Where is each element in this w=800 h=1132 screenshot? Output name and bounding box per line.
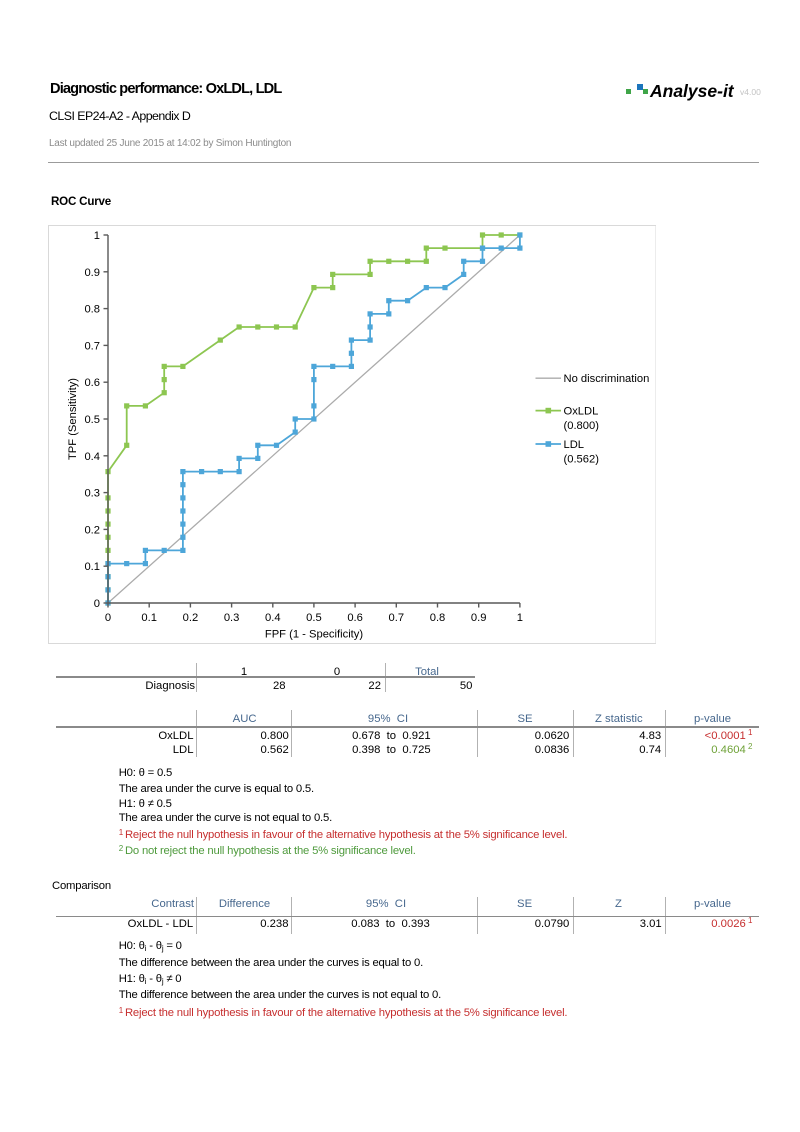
svg-text:0.4: 0.4 [84,451,100,463]
svg-text:0.8: 0.8 [84,304,100,316]
svg-text:0.3: 0.3 [223,612,239,624]
svg-text:0: 0 [104,612,110,624]
svg-text:0.2: 0.2 [84,524,100,536]
svg-text:0.8: 0.8 [429,612,445,624]
svg-text:0.9: 0.9 [84,267,100,279]
svg-text:LDL: LDL [563,439,584,451]
svg-text:0.6: 0.6 [347,612,363,624]
svg-text:0.5: 0.5 [306,612,322,624]
svg-text:TPF (Sensitivity): TPF (Sensitivity) [67,378,79,460]
svg-text:0.3: 0.3 [84,488,100,500]
svg-text:FPF (1 - Specificity): FPF (1 - Specificity) [264,629,362,641]
svg-text:1: 1 [93,230,99,242]
svg-text:0.5: 0.5 [84,414,100,426]
svg-text:0.1: 0.1 [141,612,157,624]
svg-text:(0.800): (0.800) [563,420,599,432]
svg-text:0: 0 [93,598,99,610]
svg-text:0.9: 0.9 [470,612,486,624]
svg-text:0.7: 0.7 [84,340,100,352]
svg-text:0.6: 0.6 [84,377,100,389]
svg-text:1: 1 [516,612,522,624]
svg-text:0.7: 0.7 [388,612,404,624]
svg-text:(0.562): (0.562) [563,454,599,466]
svg-text:No discrimination: No discrimination [563,373,649,385]
svg-text:0.1: 0.1 [84,561,100,573]
svg-text:OxLDL: OxLDL [563,406,598,418]
svg-text:0.4: 0.4 [265,612,281,624]
svg-text:0.2: 0.2 [182,612,198,624]
